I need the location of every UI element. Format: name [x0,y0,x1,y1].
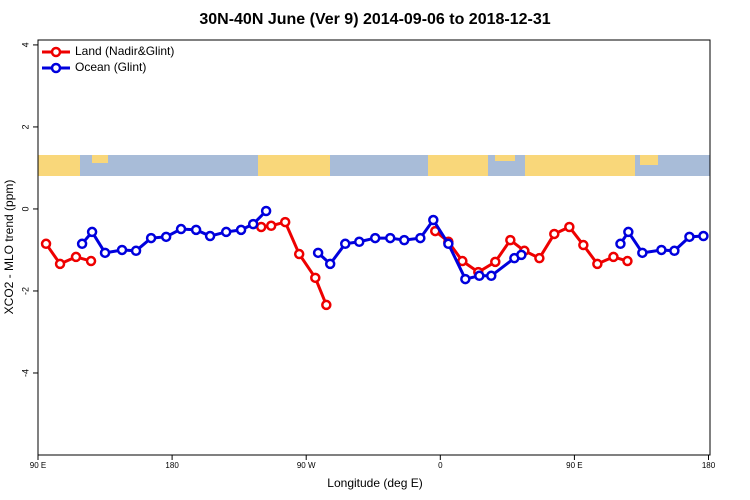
data-point [428,214,439,226]
data-point [684,231,695,243]
series-line [80,209,704,281]
data-point [324,258,336,270]
data-point [549,228,560,240]
data-point [669,245,680,257]
y-tick-label: 0 [20,206,30,211]
x-tick-label: 0 [438,461,443,470]
data-point [279,216,291,228]
legend-label: Land (Nadir&Glint) [75,44,174,58]
data-point [398,234,410,246]
data-point [474,270,485,282]
data-point [534,252,545,264]
data-point [310,272,321,284]
data-point [608,251,619,263]
legend-label: Ocean (Glint) [75,60,146,74]
x-tick-label: 90 E [30,461,46,470]
data-point [312,247,324,259]
y-tick-label: 2 [20,124,30,129]
legend-marker [50,46,62,58]
data-point [516,249,527,261]
legend-marker [50,62,62,74]
data-point [490,256,501,268]
x-tick-label: 180 [702,461,716,470]
data-point [40,238,52,250]
data-point [116,244,128,256]
data-point [54,258,66,270]
data-point [460,273,471,285]
data-point [564,221,575,233]
map-strip [38,155,710,176]
y-tick-label: -2 [20,287,30,295]
data-point [353,236,365,248]
data-point [265,220,277,232]
data-point [293,248,305,260]
x-tick-label: 90 E [566,461,582,470]
data-point [175,223,187,235]
data-point [369,232,381,244]
data-point [204,230,216,242]
data-point [457,255,468,267]
data-point [592,258,603,270]
series-line [44,220,628,306]
chart-title: 30N-40N June (Ver 9) 2014-09-06 to 2018-… [199,11,550,28]
x-tick-label: 90 W [297,461,316,470]
data-point [145,232,157,244]
x-axis-label: Longitude (deg E) [327,476,422,490]
data-point [637,247,648,259]
data-point [656,244,667,256]
data-point [578,239,589,251]
data-point [486,270,497,282]
data-point [615,238,626,250]
data-point [235,224,247,236]
x-tick-label: 180 [165,461,179,470]
data-point [339,238,351,250]
data-point [76,238,88,250]
data-point [622,255,633,267]
data-point [247,218,259,230]
data-point [384,232,396,244]
data-point [220,226,232,238]
y-tick-label: 4 [20,42,30,47]
data-point [415,232,426,244]
data-point [130,245,142,257]
plot-frame [37,39,711,456]
data-point [70,251,82,263]
data-point [698,230,709,242]
data-point [85,255,97,267]
data-point [443,238,454,250]
data-point [623,226,634,238]
data-point [260,205,272,217]
data-point [86,226,98,238]
data-point [160,231,172,243]
data-point [505,234,516,246]
data-point [99,247,111,259]
data-point [190,224,202,236]
data-point [321,299,332,311]
y-tick-label: -4 [20,369,30,377]
y-axis-label: XCO2 - MLO trend (ppm) [2,180,16,315]
